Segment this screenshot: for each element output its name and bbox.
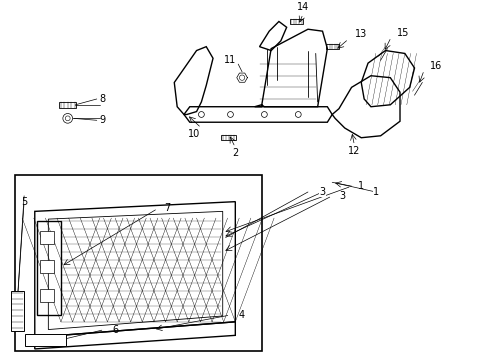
Polygon shape xyxy=(237,73,247,82)
Bar xyxy=(290,19,303,24)
Bar xyxy=(11,291,24,332)
Text: 14: 14 xyxy=(297,2,309,12)
Bar xyxy=(326,45,339,49)
Text: 5: 5 xyxy=(21,197,27,207)
Text: 3: 3 xyxy=(339,191,345,201)
Text: 2: 2 xyxy=(232,148,239,158)
Text: 13: 13 xyxy=(354,29,367,39)
Text: 8: 8 xyxy=(99,94,106,104)
Bar xyxy=(40,231,54,244)
Text: 10: 10 xyxy=(188,129,200,139)
Text: 1: 1 xyxy=(358,181,365,191)
Text: 4: 4 xyxy=(238,310,245,320)
Text: 9: 9 xyxy=(99,115,106,125)
Bar xyxy=(25,334,66,346)
Text: 15: 15 xyxy=(397,28,410,38)
Bar xyxy=(221,135,236,140)
Text: 1: 1 xyxy=(373,187,379,197)
Bar xyxy=(40,289,54,302)
Bar xyxy=(15,175,263,351)
Text: 7: 7 xyxy=(165,203,171,213)
Text: 16: 16 xyxy=(430,61,442,71)
Text: 11: 11 xyxy=(224,55,236,65)
Text: 3: 3 xyxy=(319,187,325,197)
Text: 6: 6 xyxy=(112,325,119,334)
Bar xyxy=(59,102,76,108)
Bar xyxy=(40,260,54,273)
Text: 12: 12 xyxy=(348,146,361,156)
